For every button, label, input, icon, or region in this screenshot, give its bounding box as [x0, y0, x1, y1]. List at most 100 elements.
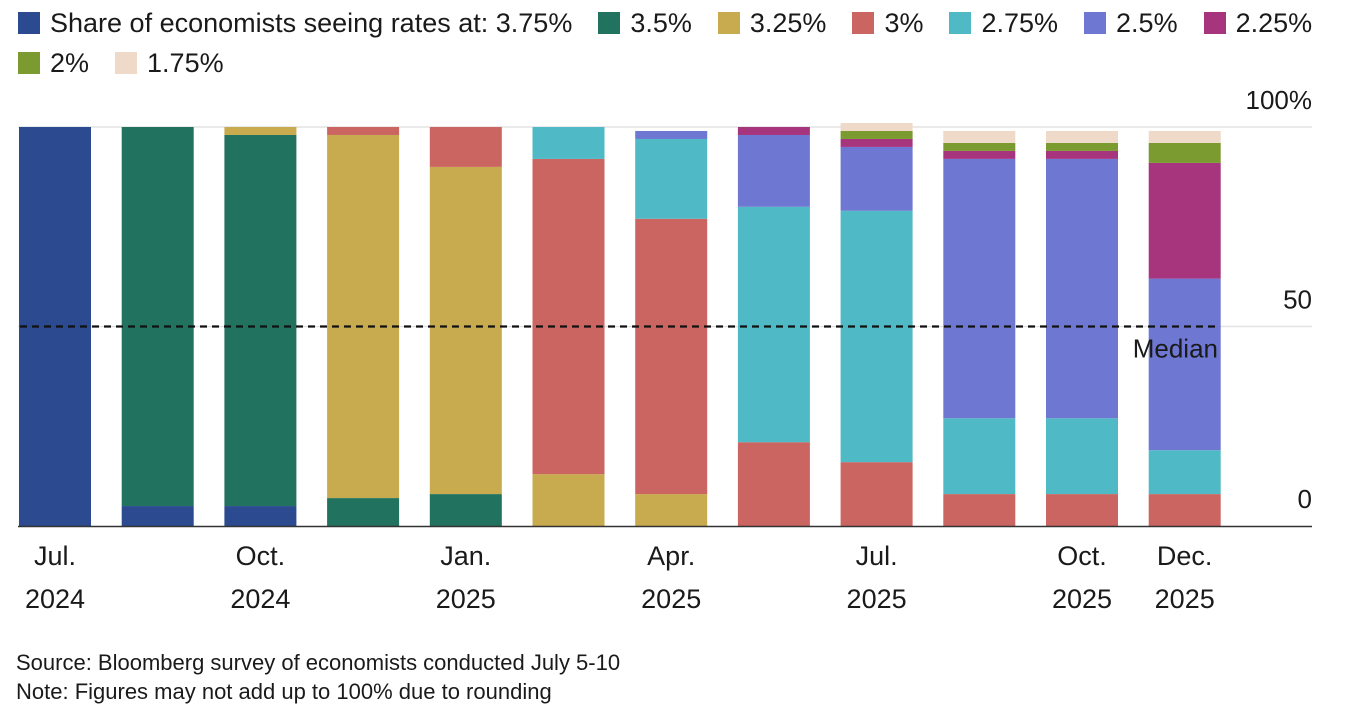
- bar-segment: [1148, 142, 1221, 163]
- bar-stack: [840, 123, 913, 526]
- bar-stack: [327, 127, 400, 526]
- legend-swatch: [949, 12, 972, 34]
- bar-stack: [224, 127, 297, 526]
- bar-segment: [635, 130, 708, 139]
- legend-swatch: [18, 52, 40, 74]
- x-tick-label-month: Jul.: [34, 541, 76, 571]
- bar-segment: [943, 150, 1016, 159]
- bar-segment: [840, 130, 913, 139]
- bar-segment: [1148, 162, 1221, 279]
- bar-segment: [532, 158, 605, 475]
- legend-item: 3.25%: [717, 6, 827, 40]
- x-tick-label-year: 2024: [230, 584, 290, 614]
- bar-segment: [121, 127, 194, 507]
- bar-stack: [532, 127, 605, 526]
- legend-item: 1.75%: [115, 46, 224, 80]
- bar-segment: [840, 210, 913, 463]
- legend-label: 1.75%: [147, 48, 224, 78]
- x-tick-label-year: 2025: [436, 584, 496, 614]
- legend-swatch: [717, 12, 740, 34]
- bar-segment: [327, 498, 400, 526]
- bar-segment: [327, 134, 400, 499]
- x-tick-label-month: Jan.: [440, 541, 491, 571]
- legend-label: 2.5%: [1116, 8, 1178, 38]
- bar-segment: [19, 127, 91, 526]
- bar-segment: [1148, 450, 1221, 495]
- x-tick-label-month: Apr.: [647, 541, 695, 571]
- bar-stack: [737, 127, 810, 526]
- median-line-group: Median: [20, 325, 1218, 364]
- bar-segment: [840, 146, 913, 211]
- bar-segment: [327, 127, 400, 135]
- legend-item: 2.75%: [949, 6, 1058, 40]
- legend-label: 2.25%: [1235, 8, 1313, 38]
- y-tick-label: 50: [1283, 285, 1312, 315]
- x-tick-label-month: Dec.: [1157, 541, 1213, 571]
- bar-stack: [1046, 130, 1118, 526]
- x-tick-label-month: Jul.: [856, 541, 898, 571]
- legend-item: 3%: [852, 6, 923, 40]
- bar-segment: [1046, 418, 1118, 495]
- x-tick-label-month: Oct.: [1057, 541, 1107, 571]
- bar-segment: [737, 442, 810, 526]
- bar-segment: [737, 127, 810, 135]
- bar-segment: [840, 462, 913, 526]
- bar-segment: [532, 127, 605, 159]
- legend-label: 3.25%: [749, 8, 827, 38]
- bar-segment: [635, 138, 708, 219]
- legend-title: Share of economists seeing rates at:: [50, 8, 489, 38]
- bar-segment: [737, 206, 810, 443]
- legend-label: 3.5%: [630, 8, 692, 38]
- x-tick-label-year: 2025: [641, 584, 701, 614]
- bar-segment: [121, 506, 194, 526]
- legend: Share of economists seeing rates at: 3.7…: [18, 6, 1338, 80]
- bar-stack: [1148, 130, 1221, 526]
- y-tick-label: 100%: [1246, 85, 1313, 115]
- bar-segment: [224, 127, 297, 135]
- bar-segment: [943, 158, 1016, 419]
- rounding-note: Note: Figures may not add up to 100% due…: [16, 679, 552, 704]
- source-note: Source: Bloomberg survey of economists c…: [16, 650, 621, 675]
- legend-swatch: [1084, 12, 1107, 34]
- median-label: Median: [1133, 334, 1218, 364]
- bar-stack: [943, 130, 1016, 526]
- bar-segment: [840, 123, 913, 131]
- legend-item: 2%: [18, 46, 89, 80]
- bar-segment: [943, 142, 1016, 151]
- legend-label: 2.75%: [981, 8, 1059, 38]
- legend-swatch: [598, 12, 621, 34]
- bar-segment: [1046, 130, 1118, 143]
- bar-segment: [1148, 494, 1221, 526]
- bar-segment: [532, 474, 605, 526]
- legend-item: 3.5%: [598, 6, 692, 40]
- bar-segment: [1046, 158, 1118, 419]
- legend-label: 2%: [50, 48, 90, 78]
- footer: Source: Bloomberg survey of economists c…: [16, 648, 620, 706]
- legend-swatch: [18, 12, 40, 34]
- bar-segment: [1046, 150, 1118, 159]
- bar-segment: [943, 494, 1016, 526]
- x-tick-label-month: Oct.: [236, 541, 286, 571]
- bar-segment: [737, 134, 810, 207]
- bar-segment: [635, 494, 708, 526]
- bar-segment: [840, 138, 913, 147]
- bar-segment: [224, 134, 297, 507]
- axes: 100% 50 0 Jul. 2024 Oct. 2024 Jan. 2025 Apr. 2025 J…: [18, 85, 1312, 614]
- y-tick-label: 0: [1298, 484, 1312, 514]
- bar-segment: [1148, 278, 1221, 451]
- legend-swatch: [852, 12, 875, 34]
- bar-segment: [1046, 494, 1118, 526]
- bar-segment: [224, 506, 297, 526]
- x-tick-label-year: 2024: [25, 584, 85, 614]
- bar-stack: [635, 130, 708, 526]
- bar-segment: [429, 127, 502, 167]
- bar-segment: [943, 130, 1016, 143]
- bar-segment: [429, 494, 502, 526]
- x-tick-label-year: 2025: [1155, 584, 1215, 614]
- legend-title-item: Share of economists seeing rates at: 3.7…: [18, 6, 572, 40]
- bar-stack: [19, 127, 91, 526]
- legend-swatch: [1203, 12, 1226, 34]
- bar-stack: [121, 127, 194, 526]
- bar-segment: [943, 418, 1016, 495]
- legend-swatch: [115, 52, 138, 74]
